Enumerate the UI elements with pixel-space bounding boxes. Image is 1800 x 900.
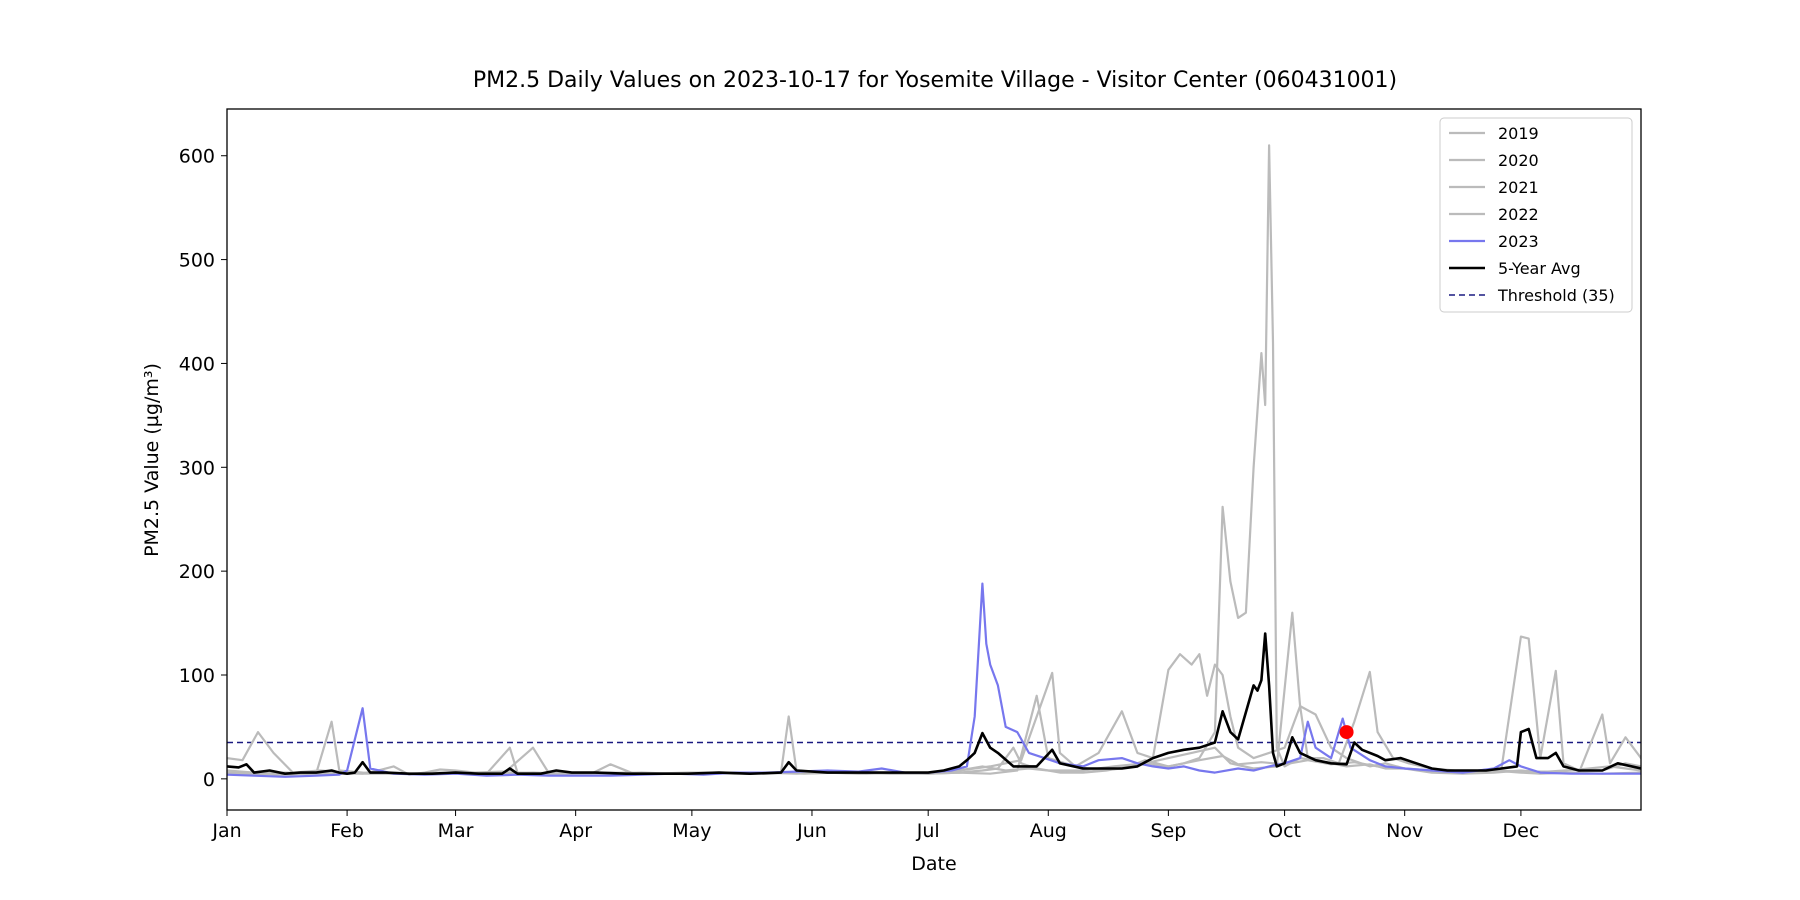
y-tick-label: 200 xyxy=(179,561,215,583)
x-axis-label: Date xyxy=(911,853,956,875)
x-tick-label: Jul xyxy=(916,820,940,842)
legend-label-2020: 2020 xyxy=(1498,151,1539,170)
x-tick-label: Mar xyxy=(438,820,474,842)
y-tick-label: 300 xyxy=(179,457,215,479)
legend: 2019 2020 2021 2022 2023 5-Year Avg Threshold … xyxy=(1439,117,1633,313)
legend-label-threshold-35: Threshold (35) xyxy=(1497,286,1615,305)
plot-frame xyxy=(226,108,1642,811)
legend-label-2023: 2023 xyxy=(1498,232,1539,251)
x-tick-label: Aug xyxy=(1030,820,1067,842)
y-tick-label: 400 xyxy=(179,353,215,375)
x-tick-label: Sep xyxy=(1150,820,1186,842)
legend-box xyxy=(1439,117,1633,313)
y-tick-label: 600 xyxy=(179,146,215,168)
x-tick-label: Nov xyxy=(1386,820,1423,842)
legend-label-2019: 2019 xyxy=(1498,124,1539,143)
x-tick-label: Jan xyxy=(211,820,241,842)
chart-title: PM2.5 Daily Values on 2023-10-17 for Yos… xyxy=(473,68,1397,93)
series-line-5-year-avg xyxy=(227,632,1641,776)
x-tick-label: May xyxy=(672,820,711,842)
y-tick-label: 500 xyxy=(179,250,215,272)
highlight-point xyxy=(1339,725,1354,740)
y-axis-label: PM2.5 Value (µg/m³) xyxy=(141,363,163,557)
x-axis-ticks: Jan Feb Mar Apr May Jun Jul Aug Sep Oct Nov Dec xyxy=(211,810,1539,842)
x-tick-label: Feb xyxy=(330,820,364,842)
legend-label-2022: 2022 xyxy=(1498,205,1539,224)
y-tick-label: 100 xyxy=(179,665,215,687)
x-tick-label: Apr xyxy=(559,820,592,842)
legend-label-2021: 2021 xyxy=(1498,178,1539,197)
x-tick-label: Jun xyxy=(796,820,827,842)
series-line-2023 xyxy=(227,582,1641,778)
y-tick-label: 0 xyxy=(203,769,215,791)
x-tick-label: Oct xyxy=(1268,820,1301,842)
legend-label-5-year-avg: 5-Year Avg xyxy=(1498,259,1581,278)
series-line-2020 xyxy=(227,653,1641,776)
x-tick-label: Dec xyxy=(1503,820,1540,842)
y-axis-ticks: 0 100 200 300 400 500 600 xyxy=(179,146,227,791)
